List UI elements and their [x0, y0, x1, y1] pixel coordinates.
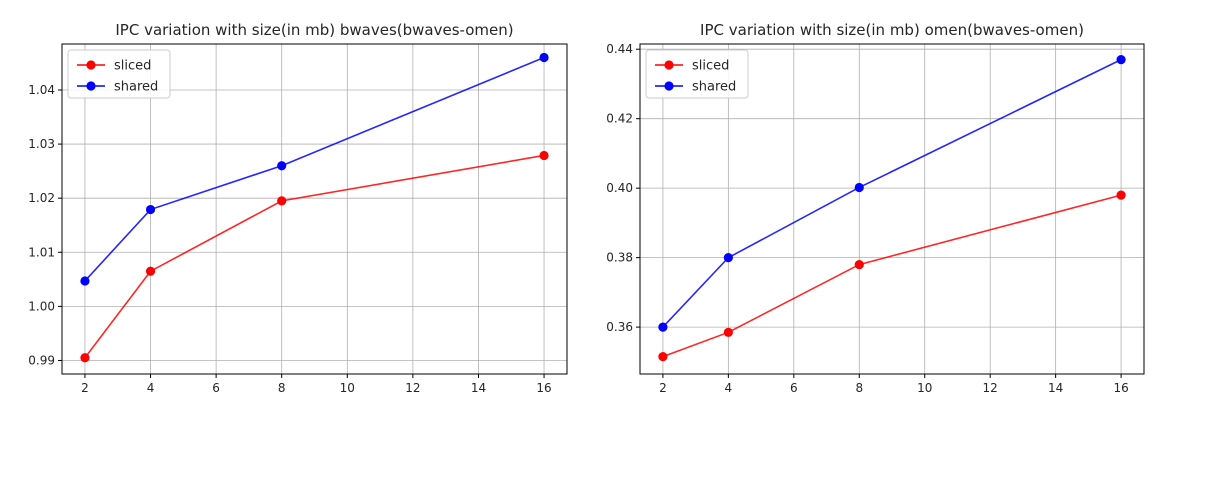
data-point-sliced	[80, 353, 90, 363]
x-tick-label: 10	[917, 381, 932, 395]
x-tick-label: 10	[340, 381, 355, 395]
y-tick-label: 0.40	[606, 181, 633, 195]
data-point-shared	[145, 204, 156, 215]
chart-bwaves: IPC variation with size(in mb) bwaves(bw…	[28, 21, 568, 395]
y-tick-label: 1.02	[28, 191, 55, 205]
x-tick-label: 12	[983, 381, 998, 395]
y-tick-label: 0.36	[606, 320, 633, 334]
legend-label-shared: shared	[692, 80, 736, 95]
data-point-sliced	[145, 266, 156, 276]
y-tick-label: 1.01	[28, 245, 55, 259]
data-point-shared	[539, 52, 549, 63]
x-tick-label: 2	[81, 381, 89, 395]
x-tick-label: 16	[536, 381, 551, 395]
x-tick-label: 8	[278, 381, 286, 395]
legend: sliced shared	[645, 49, 749, 99]
data-point-shared	[80, 276, 90, 286]
legend-marker-sliced	[86, 60, 96, 70]
chart-title: IPC variation with size(in mb) bwaves(bw…	[115, 21, 513, 39]
data-point-shared	[658, 322, 668, 332]
x-tick-label: 12	[405, 381, 420, 395]
legend-label-sliced: sliced	[114, 59, 151, 74]
x-tick-label: 4	[725, 381, 733, 395]
series-line-shared	[662, 58, 1122, 328]
legend: sliced shared	[67, 49, 171, 99]
x-tick-label: 14	[471, 381, 486, 395]
y-tick-label: 0.44	[606, 42, 633, 56]
y-tick-label: 1.03	[28, 137, 55, 151]
x-tick-label: 4	[147, 381, 155, 395]
data-point-sliced	[1116, 190, 1126, 200]
legend-label-sliced: sliced	[692, 59, 729, 74]
x-tick-label: 6	[790, 381, 798, 395]
legend-marker-sliced	[664, 60, 674, 70]
series-line-sliced	[662, 194, 1122, 358]
x-tick-label: 16	[1113, 381, 1128, 395]
axes-frame	[639, 43, 1145, 375]
data-point-sliced	[723, 327, 733, 337]
data-point-sliced	[277, 196, 287, 206]
chart-title: IPC variation with size(in mb) omen(bwav…	[700, 21, 1084, 39]
legend-marker-shared	[86, 81, 96, 91]
series-line-shared	[84, 56, 545, 282]
x-tick-label: 8	[855, 381, 863, 395]
legend-marker-shared	[664, 81, 674, 91]
data-point-sliced	[539, 150, 549, 161]
legend-label-shared: shared	[114, 80, 158, 95]
data-point-sliced	[658, 352, 668, 362]
x-tick-label: 6	[212, 381, 220, 395]
data-point-sliced	[854, 259, 864, 270]
y-tick-label: 0.38	[606, 251, 633, 265]
y-tick-label: 0.99	[28, 353, 55, 367]
y-tick-label: 1.04	[28, 83, 55, 97]
data-point-shared	[277, 161, 287, 171]
x-tick-label: 14	[1048, 381, 1063, 395]
x-tick-label: 2	[659, 381, 667, 395]
chart-omen: IPC variation with size(in mb) omen(bwav…	[606, 21, 1145, 395]
y-tick-label: 1.00	[28, 299, 55, 313]
data-point-shared	[854, 182, 864, 193]
axes-frame	[61, 43, 568, 375]
y-tick-label: 0.42	[606, 112, 633, 126]
data-point-shared	[1116, 55, 1126, 65]
series-line-sliced	[84, 154, 545, 359]
data-point-shared	[723, 253, 733, 263]
